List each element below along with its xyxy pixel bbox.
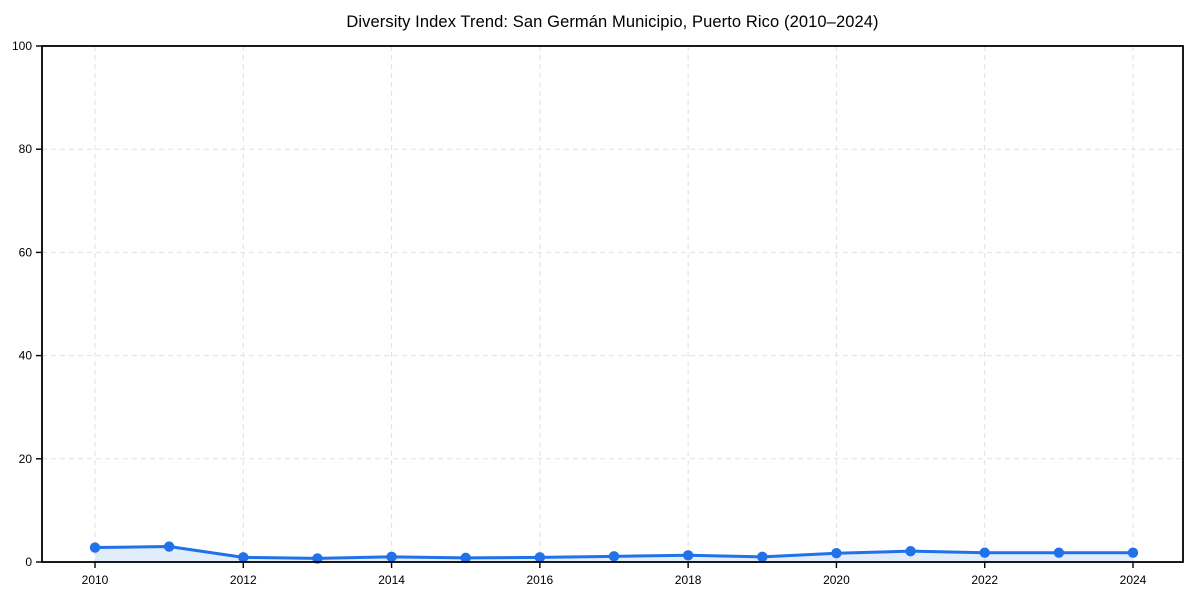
y-tick-label: 20 (19, 452, 33, 466)
data-point-marker (831, 548, 842, 559)
x-tick-label: 2018 (675, 573, 702, 587)
data-point-marker (979, 547, 990, 558)
x-tick-label: 2024 (1120, 573, 1147, 587)
data-point-marker (238, 552, 249, 563)
data-point-marker (312, 553, 323, 564)
data-point-marker (682, 550, 694, 561)
data-point-marker (608, 551, 620, 562)
x-tick-label: 2022 (971, 573, 998, 587)
y-tick-label: 40 (19, 349, 33, 363)
data-point-marker (534, 552, 546, 563)
y-tick-label: 80 (19, 142, 33, 156)
data-point-marker (905, 545, 916, 557)
x-tick-label: 2020 (823, 573, 850, 587)
chart-title: Diversity Index Trend: San Germán Munici… (346, 13, 879, 31)
data-point-marker (1053, 547, 1065, 558)
y-tick-label: 60 (19, 245, 33, 259)
data-point-marker (460, 552, 471, 564)
data-point-marker (89, 542, 101, 553)
data-point-marker (757, 551, 768, 563)
x-tick-label: 2012 (230, 573, 257, 587)
x-tick-label: 2016 (527, 573, 554, 587)
y-tick-label: 0 (25, 555, 32, 569)
y-tick-label: 100 (12, 39, 32, 53)
data-point-marker (163, 541, 175, 552)
x-tick-label: 2014 (378, 573, 405, 587)
x-tick-label: 2010 (82, 573, 109, 587)
data-point-marker (386, 551, 397, 563)
data-point-marker (1127, 547, 1139, 558)
plot-border (41, 45, 1184, 563)
